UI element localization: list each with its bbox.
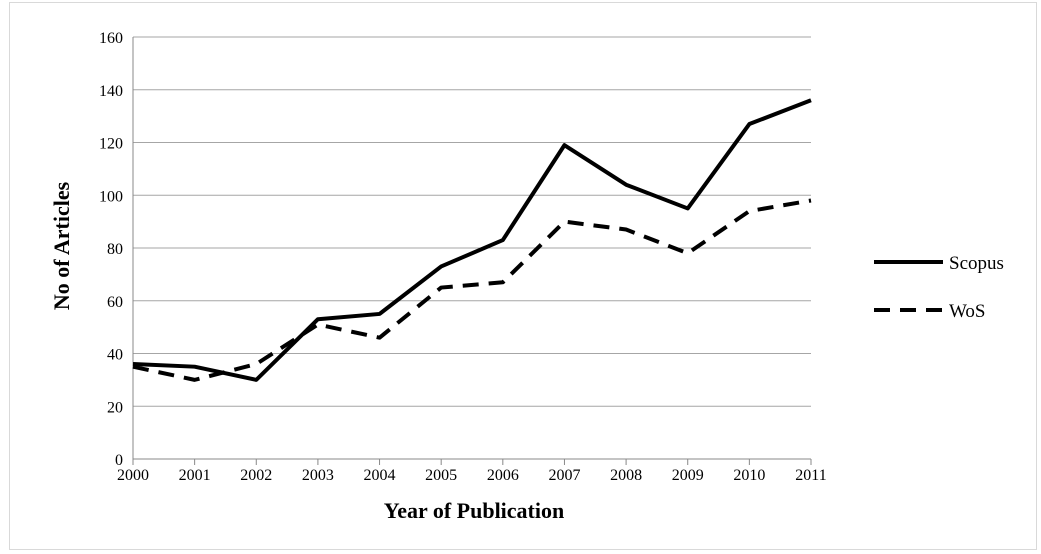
x-tick-label: 2008 [610, 467, 642, 484]
y-tick-label: 60 [107, 294, 123, 311]
legend-label-wos: WoS [949, 301, 985, 322]
y-tick-labels: 0 20 40 60 80 100 120 140 160 [99, 30, 123, 469]
series-line-wos [132, 198, 812, 382]
x-tick-label: 2006 [487, 467, 519, 484]
y-axis-title: No of Articles [49, 181, 74, 310]
x-tick-labels: 2000 2001 2002 2003 2004 2005 2006 2007 2008 2009… [117, 459, 827, 484]
gridlines [132, 36, 811, 460]
y-tick-label: 140 [99, 83, 123, 100]
x-tick-label: 2010 [733, 467, 765, 484]
legend-label-scopus: Scopus [949, 253, 1004, 274]
x-tick-label: 2004 [364, 467, 396, 484]
x-tick-label: 2011 [795, 467, 826, 484]
x-tick-label: 2002 [240, 467, 272, 484]
x-tick-label: 2000 [117, 467, 149, 484]
x-tick-label: 2001 [179, 467, 211, 484]
series-line-scopus [132, 98, 812, 382]
y-tick-label: 100 [99, 188, 123, 205]
y-tick-label: 20 [107, 399, 123, 416]
x-axis-title: Year of Publication [384, 498, 564, 523]
x-tick-label: 2005 [425, 467, 457, 484]
series-lines [132, 98, 812, 382]
y-tick-label: 120 [99, 136, 123, 153]
x-tick-label: 2007 [548, 467, 580, 484]
legend: Scopus WoS [874, 253, 1004, 322]
x-tick-label: 2003 [302, 467, 334, 484]
y-tick-label: 0 [115, 452, 123, 469]
x-tick-label: 2009 [672, 467, 704, 484]
y-tick-label: 40 [107, 347, 123, 364]
y-tick-label: 160 [99, 30, 123, 47]
y-tick-label: 80 [107, 241, 123, 258]
